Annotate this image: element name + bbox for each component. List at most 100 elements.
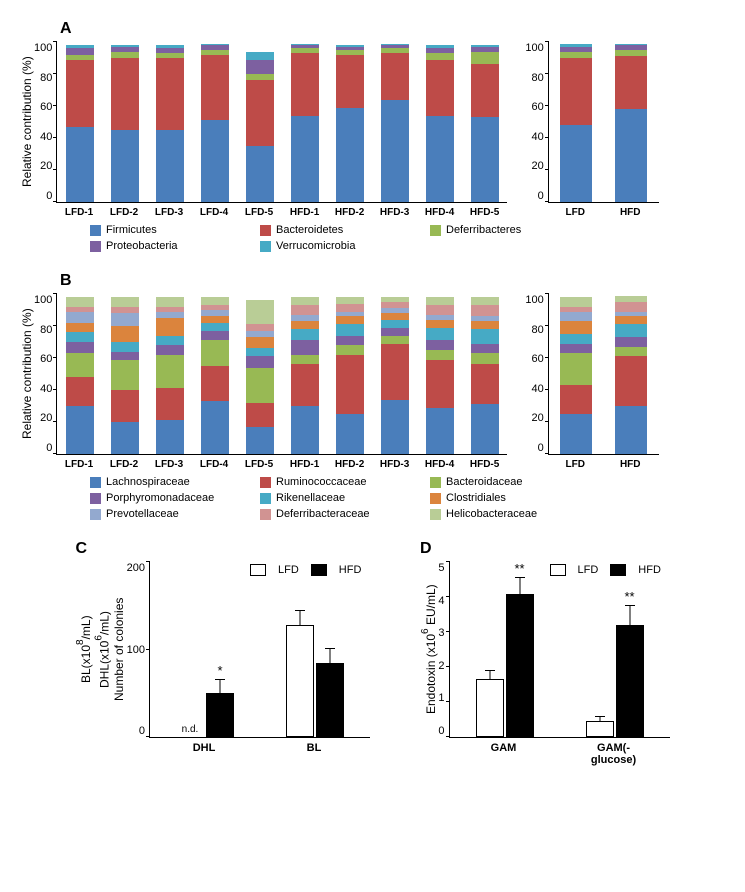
legend-item: Prevotellaceae	[90, 508, 240, 520]
x-tick-label: GAM	[474, 742, 534, 766]
bar	[506, 594, 534, 738]
x-tick-label: DHL	[174, 742, 234, 754]
stacked-bar	[426, 42, 454, 202]
y-tick: 100	[34, 294, 52, 306]
legend-swatch	[260, 493, 271, 504]
segment	[471, 64, 499, 117]
x-tick-label: HFD-4	[425, 459, 453, 470]
x-tick-label: GAM(-glucose)	[584, 742, 644, 766]
segment	[291, 340, 319, 354]
stacked-bar	[201, 294, 229, 454]
segment	[246, 300, 274, 324]
legend-swatch	[430, 225, 441, 236]
segment	[201, 366, 229, 401]
y-tick: 100	[525, 42, 543, 54]
segment	[381, 320, 409, 328]
segment	[615, 109, 647, 202]
legend-item: Verrucomicrobia	[260, 240, 410, 252]
stacked-bar	[560, 42, 592, 202]
segment	[66, 60, 94, 127]
panel-a-label: A	[60, 20, 725, 38]
y-tick: 40	[531, 131, 543, 143]
x-tick-label: HFD	[616, 459, 644, 470]
segment	[426, 340, 454, 350]
segment	[111, 297, 139, 307]
x-tick-label: HFD	[616, 207, 644, 218]
segment	[246, 80, 274, 146]
legend-item: Helicobacteraceae	[430, 508, 580, 520]
stacked-bar	[201, 42, 229, 202]
segment	[336, 355, 364, 414]
y-tick: 20	[531, 412, 543, 424]
segment	[426, 350, 454, 360]
segment	[615, 337, 647, 347]
legend-swatch	[260, 241, 271, 252]
segment	[381, 53, 409, 99]
segment	[111, 58, 139, 130]
segment	[156, 336, 184, 346]
segment	[201, 120, 229, 202]
legend-swatch	[430, 477, 441, 488]
segment	[66, 127, 94, 202]
y-tick: 100	[525, 294, 543, 306]
significance-marker: **	[624, 589, 634, 604]
bar	[286, 625, 314, 737]
segment	[426, 408, 454, 454]
legend-label: Rikenellaceae	[276, 492, 345, 504]
segment	[381, 100, 409, 202]
segment	[246, 337, 274, 348]
significance-marker: *	[217, 663, 222, 678]
segment	[426, 116, 454, 202]
segment	[66, 312, 94, 323]
stacked-bar	[246, 42, 274, 202]
panel-b-main-chart: Relative contribution (%)100806040200LFD…	[20, 294, 507, 470]
x-tick-label: HFD-5	[470, 207, 498, 218]
nd-label: n.d.	[182, 724, 199, 735]
panel-b-row: Relative contribution (%)100806040200LFD…	[20, 294, 725, 470]
x-tick-label: LFD-1	[65, 459, 93, 470]
segment	[156, 388, 184, 420]
x-tick-label: HFD-3	[380, 459, 408, 470]
segment	[336, 304, 364, 312]
x-tick-label: LFD-3	[155, 459, 183, 470]
segment	[111, 360, 139, 390]
y-tick: 80	[40, 324, 52, 336]
segment	[201, 55, 229, 121]
segment	[111, 130, 139, 202]
segment	[66, 377, 94, 406]
panel-a-side-chart: 100806040200LFDHFD	[525, 42, 658, 218]
legend-label: Deferribacteres	[446, 224, 521, 236]
segment	[471, 117, 499, 202]
plot-area: LFDHFD****	[449, 562, 670, 738]
x-tick-label: HFD-1	[290, 207, 318, 218]
legend-item: Bacteroidetes	[260, 224, 410, 236]
x-tick-label: LFD-5	[245, 207, 273, 218]
segment	[471, 321, 499, 329]
segment	[156, 420, 184, 454]
plot-area	[548, 294, 659, 455]
legend-label: Deferribacteraceae	[276, 508, 370, 520]
segment	[426, 297, 454, 305]
segment	[291, 53, 319, 115]
legend-label: Lachnospiraceae	[106, 476, 190, 488]
segment	[246, 427, 274, 454]
segment	[471, 364, 499, 404]
y-tick: 80	[531, 324, 543, 336]
segment	[246, 368, 274, 403]
x-tick-label: HFD-5	[470, 459, 498, 470]
y-tick: 4	[438, 595, 444, 607]
y-tick: 1	[438, 692, 444, 704]
panel-b-side-chart: 100806040200LFDHFD	[525, 294, 658, 470]
segment	[111, 352, 139, 360]
segment	[201, 340, 229, 366]
y-tick: 60	[40, 353, 52, 365]
segment	[560, 58, 592, 125]
panel-c-label: C	[75, 540, 370, 558]
segment	[381, 344, 409, 400]
plot-area	[548, 42, 659, 203]
segment	[291, 305, 319, 315]
bar	[616, 625, 644, 737]
legend-label: Bacteroidetes	[276, 224, 343, 236]
y-axis-label: Relative contribution (%)	[20, 42, 34, 202]
legend-swatch	[90, 509, 101, 520]
